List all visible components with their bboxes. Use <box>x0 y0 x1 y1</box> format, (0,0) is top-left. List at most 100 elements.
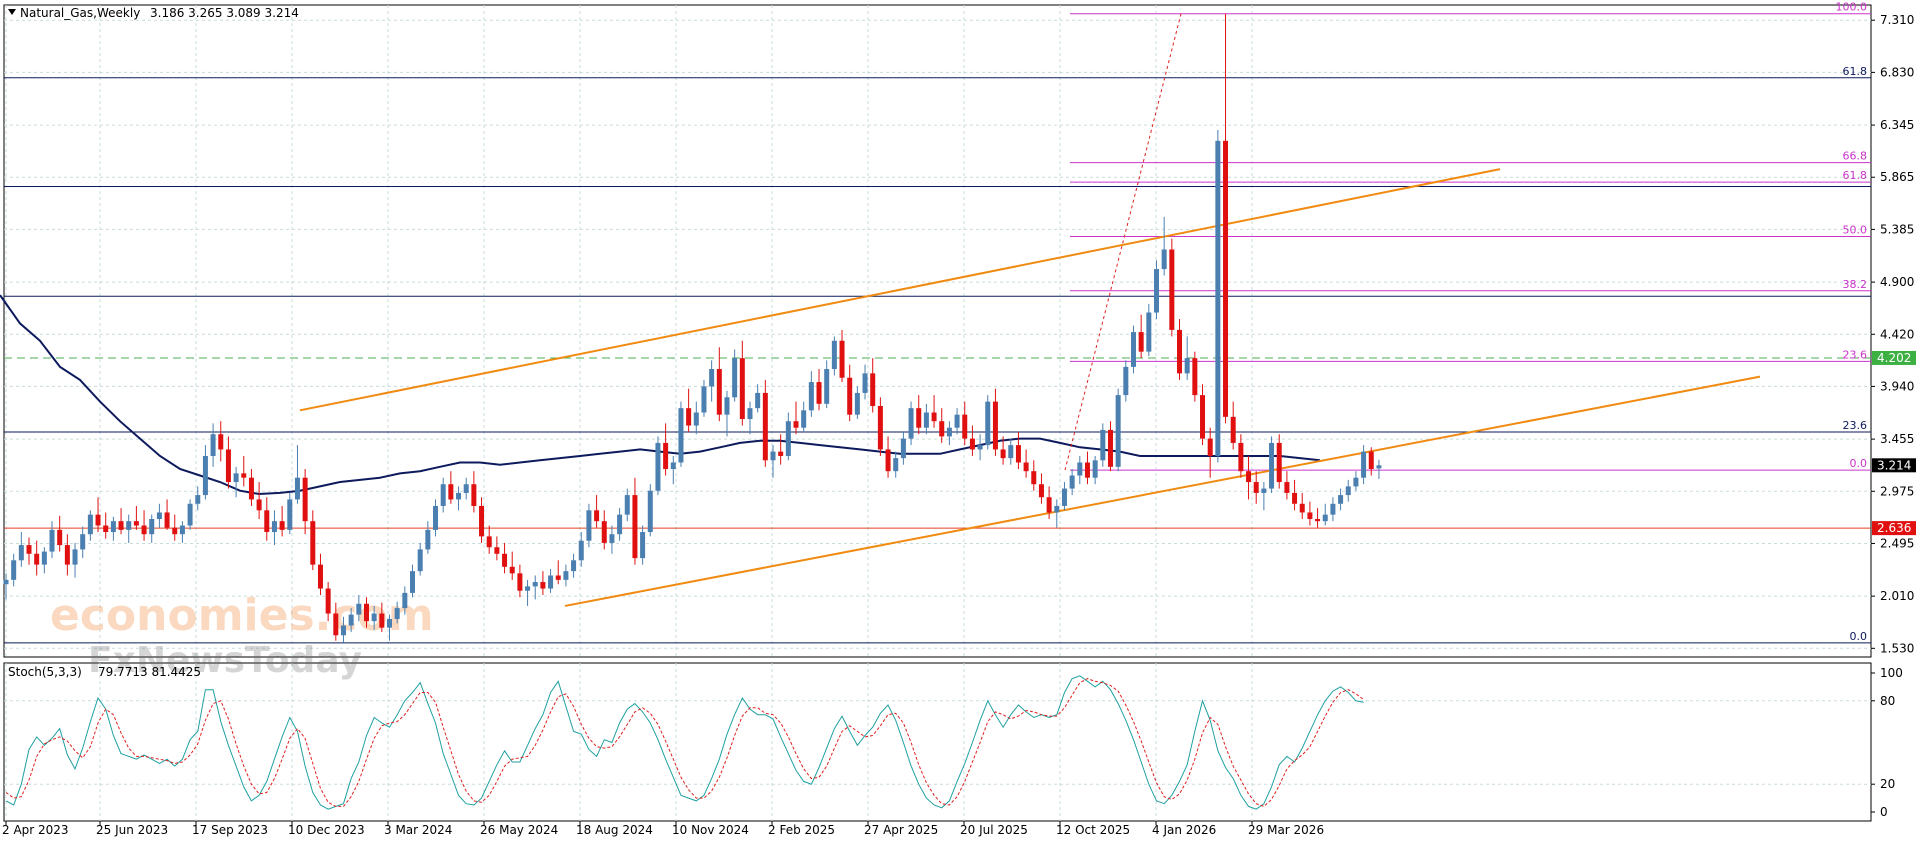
x-tick-label: 4 Jan 2026 <box>1152 823 1216 837</box>
candle-body <box>931 412 937 422</box>
candle-body <box>548 575 554 589</box>
support-price-badge-bg <box>1872 521 1916 536</box>
candle-body <box>985 401 991 446</box>
candle-body <box>517 573 523 591</box>
candle-body <box>716 369 722 415</box>
candle-body <box>64 545 70 565</box>
candle-body <box>900 438 906 459</box>
candle-body <box>225 449 231 483</box>
candle-body <box>1207 438 1213 456</box>
candle-body <box>969 438 975 450</box>
fibonacci-level-label: 0.0 <box>1850 457 1868 470</box>
y-tick-label: 6.830 <box>1880 65 1914 79</box>
candle-body <box>540 582 546 589</box>
candle-body <box>1353 477 1359 487</box>
x-tick-label: 2 Feb 2025 <box>768 823 835 837</box>
resistance-price-badge-text: 4.202 <box>1877 351 1911 365</box>
candle-body <box>885 449 891 472</box>
candle-body <box>839 340 845 378</box>
stochastic-main-line <box>5 675 1364 810</box>
candle-body <box>1345 486 1351 496</box>
y-tick-label: 7.310 <box>1880 13 1914 27</box>
candle-body <box>1061 488 1067 506</box>
candle-body <box>103 525 109 533</box>
candle-body <box>655 442 661 491</box>
candle-body <box>1154 269 1159 313</box>
candle-body <box>670 462 676 470</box>
candle-body <box>233 473 239 483</box>
candle-body <box>110 521 116 533</box>
candle-body <box>640 532 646 559</box>
candle-body <box>248 477 254 500</box>
y-tick-label: 2.495 <box>1880 536 1914 550</box>
candle-body <box>440 484 446 506</box>
x-tick-label: 10 Nov 2024 <box>672 823 749 837</box>
x-tick-label: 10 Dec 2023 <box>288 823 365 837</box>
dropdown-arrow-icon[interactable] <box>8 9 16 15</box>
candle-body <box>663 442 669 470</box>
candle-body <box>456 492 462 500</box>
candle-body <box>916 408 922 428</box>
candle-body <box>870 373 876 406</box>
candle-body <box>678 408 684 463</box>
spike-dashed-line <box>1064 13 1182 471</box>
symbol-label: Natural_Gas,Weekly <box>20 6 140 20</box>
fibonacci-level-label: 66.8 <box>1843 150 1868 163</box>
candle-body <box>1322 514 1328 522</box>
candle-body <box>179 525 185 535</box>
trend-channel-line <box>564 375 1761 607</box>
candle-body <box>877 405 883 450</box>
candle-body <box>854 392 860 415</box>
candle-body <box>302 477 308 522</box>
candle-body <box>41 551 47 565</box>
candle-body <box>256 499 262 511</box>
watermark: economies.com FxNewsToday <box>50 590 434 681</box>
candle-body <box>1238 442 1244 472</box>
candle-body <box>317 564 323 589</box>
candle-body <box>578 540 584 561</box>
candle-body <box>1338 495 1344 504</box>
candle-body <box>977 445 983 450</box>
current-price-badge-text: 3.214 <box>1877 458 1911 472</box>
candle-body <box>340 625 346 636</box>
candle-body <box>755 392 761 409</box>
candle-body <box>264 510 270 533</box>
candle-body <box>893 458 899 472</box>
candlesticks <box>3 13 1382 643</box>
candle-body <box>1000 449 1006 459</box>
candle-body <box>601 521 607 543</box>
candle-body <box>80 534 86 550</box>
y-tick-label: 6.345 <box>1880 118 1914 132</box>
candle-body <box>448 484 454 500</box>
candle-body <box>732 358 738 398</box>
fibonacci-level-label: 23.6 <box>1843 348 1868 361</box>
candle-body <box>72 549 78 565</box>
candle-body <box>1292 492 1298 504</box>
candle-body <box>831 340 837 370</box>
candle-body <box>1015 445 1021 463</box>
trend-channel <box>299 13 1761 607</box>
trend-channel-line <box>299 168 1501 412</box>
candle-body <box>709 369 715 387</box>
candle-body <box>126 521 132 530</box>
candle-body <box>502 553 508 567</box>
candle-body <box>371 613 377 622</box>
candle-body <box>1146 312 1152 352</box>
watermark-subbrand: FxNewsToday <box>88 640 362 681</box>
candle-body <box>1084 462 1090 478</box>
candle-body <box>1230 416 1236 443</box>
candle-body <box>1107 429 1113 467</box>
stochastic-values: 79.7713 81.4425 <box>98 665 201 679</box>
candle-body <box>1276 442 1282 483</box>
candle-body <box>164 512 170 528</box>
candle-body <box>310 521 316 565</box>
fibonacci-level-label: 50.0 <box>1843 223 1868 236</box>
candle-body <box>632 495 638 559</box>
candle-body <box>1115 395 1121 467</box>
candle-body <box>348 614 354 626</box>
candle-body <box>1069 475 1075 489</box>
candle-body <box>571 560 577 572</box>
candle-body <box>1330 503 1336 515</box>
candle-body <box>525 586 531 591</box>
